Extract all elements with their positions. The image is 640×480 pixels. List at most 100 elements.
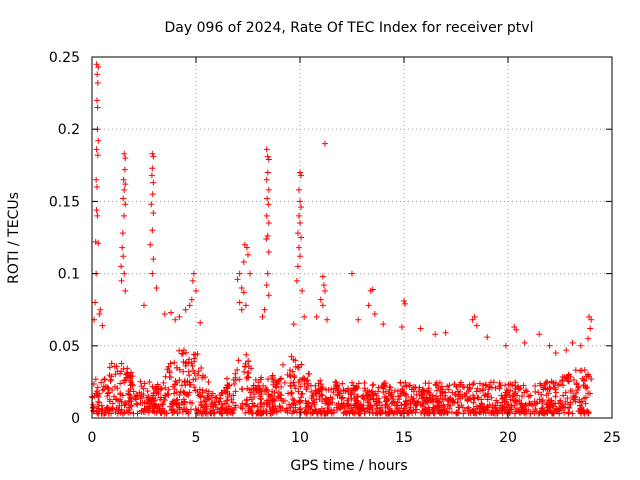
data-point bbox=[297, 220, 303, 227]
data-point bbox=[355, 316, 362, 323]
background-point bbox=[189, 362, 196, 369]
data-point bbox=[264, 270, 271, 277]
background-point bbox=[146, 402, 153, 409]
background-point bbox=[127, 394, 134, 401]
data-point bbox=[265, 220, 272, 227]
background-point bbox=[126, 398, 133, 405]
background-point bbox=[473, 403, 480, 410]
data-point bbox=[588, 316, 595, 323]
x-tick-label: 10 bbox=[291, 430, 309, 446]
background-point bbox=[239, 386, 246, 393]
background-point bbox=[235, 357, 242, 364]
background-point bbox=[446, 382, 453, 389]
background-point bbox=[470, 392, 477, 399]
x-axis-label: GPS time / hours bbox=[290, 458, 407, 474]
data-point bbox=[95, 137, 102, 144]
background-point bbox=[323, 397, 330, 404]
background-point bbox=[101, 376, 108, 383]
background-point bbox=[519, 393, 526, 400]
y-tick-label: 0 bbox=[71, 411, 80, 427]
background-point bbox=[290, 397, 297, 404]
background-point bbox=[315, 380, 322, 387]
data-point bbox=[245, 251, 251, 258]
background-point bbox=[199, 372, 206, 379]
background-point bbox=[174, 396, 181, 403]
background-point bbox=[402, 379, 409, 386]
background-point bbox=[176, 391, 183, 398]
background-point bbox=[356, 402, 363, 409]
background-point bbox=[168, 407, 175, 414]
background-point bbox=[260, 407, 267, 414]
background-point bbox=[432, 397, 439, 404]
background-point bbox=[348, 387, 355, 394]
background-point bbox=[366, 402, 373, 409]
background-point bbox=[119, 392, 126, 399]
background-point bbox=[99, 410, 106, 417]
background-point bbox=[538, 391, 545, 398]
data-point bbox=[585, 335, 592, 342]
background-point bbox=[141, 380, 148, 387]
background-point bbox=[379, 408, 386, 415]
background-point bbox=[213, 394, 220, 401]
background-point bbox=[503, 401, 510, 408]
data-point bbox=[297, 253, 303, 260]
background-point bbox=[566, 409, 573, 416]
data-point bbox=[94, 71, 101, 78]
background-point bbox=[127, 386, 134, 393]
background-point bbox=[117, 391, 124, 398]
background-point bbox=[230, 407, 237, 414]
data-point bbox=[149, 227, 156, 234]
data-point bbox=[473, 322, 480, 329]
background-point bbox=[290, 356, 297, 363]
background-point bbox=[482, 410, 489, 417]
background-point bbox=[569, 410, 576, 417]
background-point bbox=[199, 404, 206, 411]
background-point bbox=[120, 410, 127, 417]
background-point bbox=[361, 380, 368, 387]
data-point bbox=[149, 191, 156, 198]
background-point bbox=[99, 387, 106, 394]
background-point bbox=[243, 375, 250, 382]
background-point bbox=[287, 404, 294, 411]
background-point bbox=[129, 373, 136, 380]
data-point bbox=[264, 169, 271, 176]
background-point bbox=[272, 383, 279, 390]
background-point bbox=[176, 366, 183, 373]
background-point bbox=[382, 388, 389, 395]
background-point bbox=[298, 361, 305, 368]
background-point bbox=[266, 392, 273, 399]
background-point bbox=[531, 410, 538, 417]
data-point bbox=[186, 302, 193, 309]
data-point bbox=[238, 285, 245, 292]
background-point bbox=[195, 368, 202, 375]
background-point bbox=[117, 380, 124, 387]
background-point bbox=[242, 410, 249, 417]
data-point bbox=[189, 277, 196, 284]
data-point bbox=[150, 256, 157, 263]
background-point bbox=[583, 373, 590, 380]
background-point bbox=[106, 389, 113, 396]
background-point bbox=[572, 367, 579, 374]
background-point bbox=[308, 403, 315, 410]
background-point bbox=[397, 410, 404, 417]
background-point bbox=[524, 388, 531, 395]
background-point bbox=[470, 399, 477, 406]
background-point bbox=[383, 410, 390, 417]
background-point bbox=[140, 408, 147, 415]
background-point bbox=[313, 388, 320, 395]
background-point bbox=[477, 387, 484, 394]
background-point bbox=[106, 364, 113, 371]
data-point bbox=[371, 311, 378, 318]
background-point bbox=[376, 404, 383, 411]
background-point bbox=[413, 406, 420, 413]
background-point bbox=[194, 351, 201, 358]
background-point bbox=[526, 400, 533, 407]
data-point bbox=[119, 230, 126, 237]
background-point bbox=[203, 387, 210, 394]
background-point bbox=[416, 384, 423, 391]
background-point bbox=[216, 399, 223, 406]
background-point bbox=[513, 406, 520, 413]
background-point bbox=[361, 385, 368, 392]
background-point bbox=[222, 389, 229, 396]
data-point bbox=[365, 302, 372, 309]
